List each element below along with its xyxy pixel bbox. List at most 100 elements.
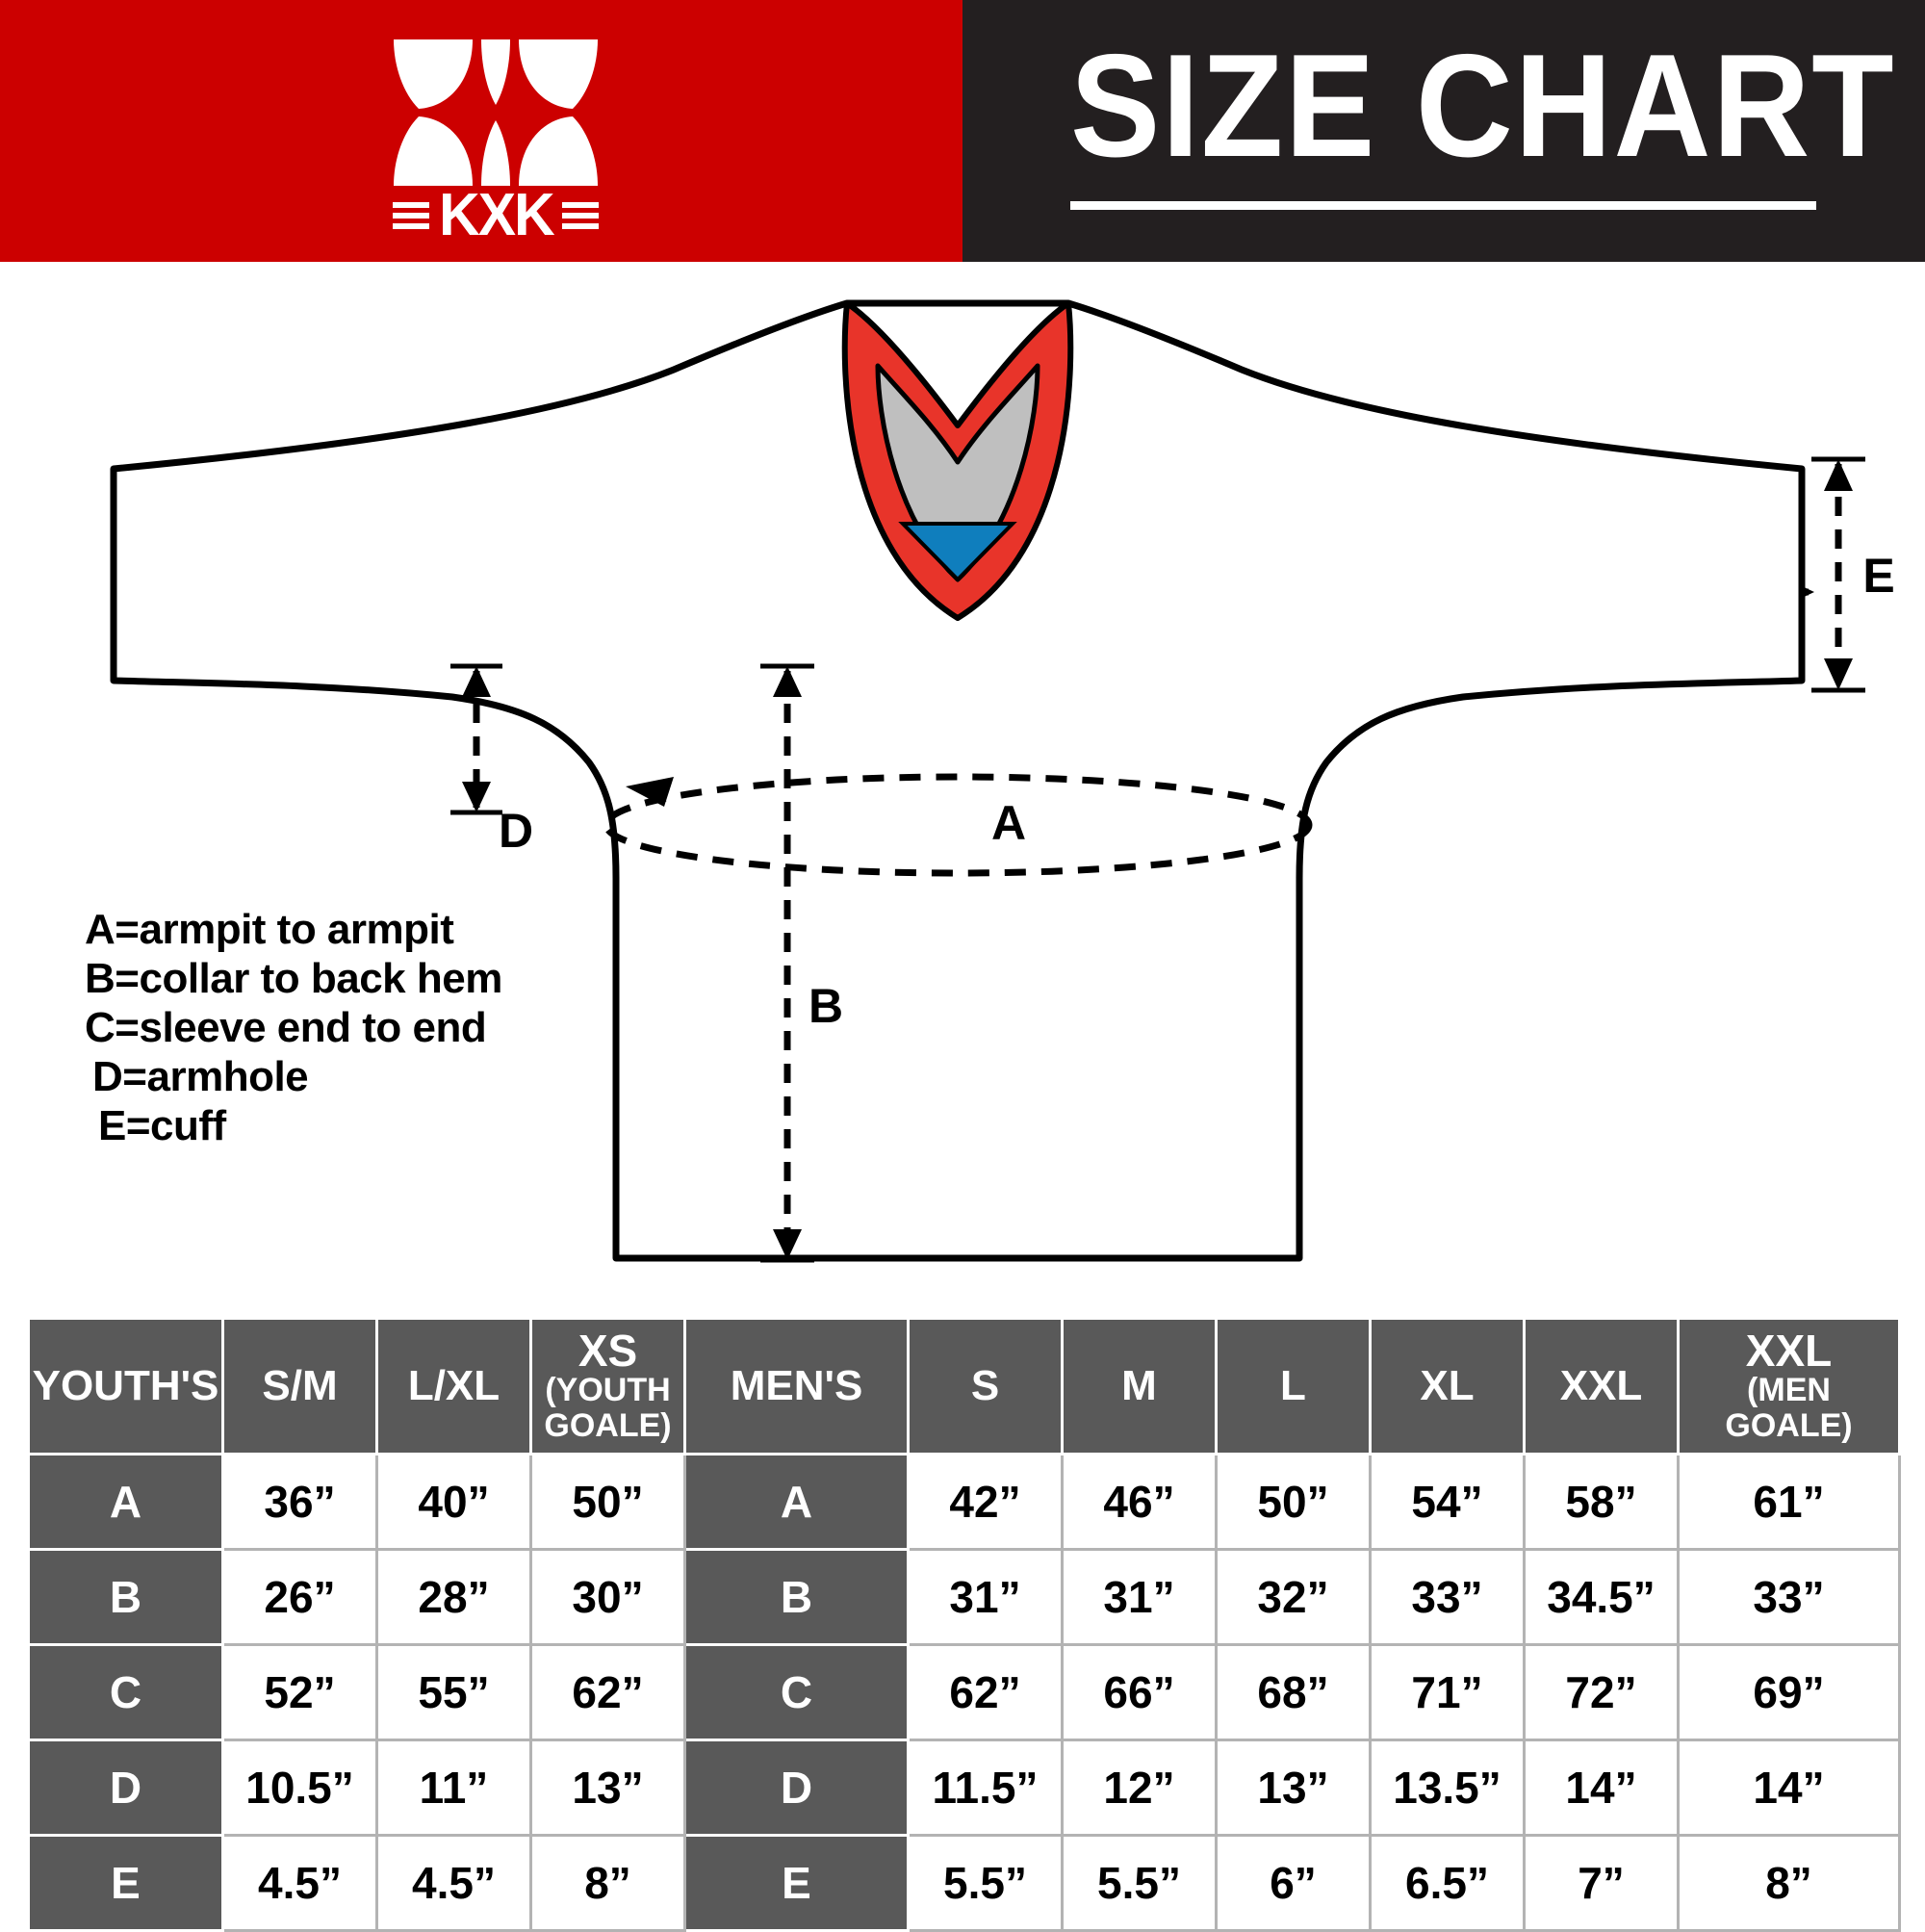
- row-label-men-d: D: [683, 1739, 910, 1837]
- cell-men-a-xxlg: 61”: [1677, 1453, 1901, 1551]
- row-label-men-c: C: [683, 1643, 910, 1741]
- cell-men-c-s: 62”: [907, 1643, 1064, 1741]
- table-row: B 26” 28” 30” B 31” 31” 32” 33” 34.5” 33…: [27, 1548, 1901, 1646]
- cell-men-e-xl: 6.5”: [1369, 1834, 1526, 1932]
- cell-men-b-m: 31”: [1061, 1548, 1218, 1646]
- dimension-b-label: B: [808, 979, 843, 1033]
- legend-line-c: C=sleeve end to end: [85, 1004, 487, 1051]
- cell-men-e-s: 5.5”: [907, 1834, 1064, 1932]
- row-label-youth-a: A: [27, 1453, 224, 1551]
- header-men-s: S: [907, 1317, 1064, 1455]
- header-men-xl: XL: [1369, 1317, 1526, 1455]
- cell-men-e-xxlg: 8”: [1677, 1834, 1901, 1932]
- header-youth-xs-main: XS: [578, 1326, 638, 1376]
- table-row: A 36” 40” 50” A 42” 46” 50” 54” 58” 61”: [27, 1453, 1901, 1551]
- cell-men-d-l: 13”: [1215, 1739, 1372, 1837]
- size-chart-table: YOUTH'S S/M L/XL XS (YOUTH GOALE) MEN'S …: [27, 1317, 1901, 1932]
- logo-bars-left-icon: [392, 202, 429, 229]
- page-header: KXK SIZE CHART: [0, 0, 1925, 262]
- cell-men-e-l: 6”: [1215, 1834, 1372, 1932]
- header-men-l: L: [1215, 1317, 1372, 1455]
- cell-men-c-xxlg: 69”: [1677, 1643, 1901, 1741]
- page-title-block: SIZE CHART: [1070, 24, 1896, 210]
- table-row: E 4.5” 4.5” 8” E 5.5” 5.5” 6” 6.5” 7” 8”: [27, 1834, 1901, 1932]
- cell-men-a-s: 42”: [907, 1453, 1064, 1551]
- row-label-men-e: E: [683, 1834, 910, 1932]
- cell-men-a-m: 46”: [1061, 1453, 1218, 1551]
- logo-bars-right-icon: [562, 202, 600, 229]
- header-youth-lxl: L/XL: [375, 1317, 532, 1455]
- cell-youth-c-xs: 62”: [529, 1643, 686, 1741]
- cell-men-e-m: 5.5”: [1061, 1834, 1218, 1932]
- cell-men-a-l: 50”: [1215, 1453, 1372, 1551]
- header-men-m: M: [1061, 1317, 1218, 1455]
- legend-line-a: A=armpit to armpit: [85, 906, 454, 953]
- cell-men-c-xxl: 72”: [1523, 1643, 1680, 1741]
- cell-men-b-s: 31”: [907, 1548, 1064, 1646]
- cell-men-e-xxl: 7”: [1523, 1834, 1680, 1932]
- brand-wordmark-row: KXK: [361, 182, 630, 248]
- table-row: C 52” 55” 62” C 62” 66” 68” 71” 72” 69”: [27, 1643, 1901, 1741]
- cell-men-b-xxl: 34.5”: [1523, 1548, 1680, 1646]
- cell-men-c-l: 68”: [1215, 1643, 1372, 1741]
- brand-wordmark: KXK: [438, 182, 555, 248]
- legend-line-e: E=cuff: [98, 1102, 226, 1149]
- row-label-youth-d: D: [27, 1739, 224, 1837]
- cell-youth-d-xs: 13”: [529, 1739, 686, 1837]
- cell-youth-b-sm: 26”: [221, 1548, 378, 1646]
- dimension-d-label: D: [499, 804, 533, 858]
- kxk-butterfly-logo-icon: [394, 39, 598, 186]
- page-title: SIZE CHART: [1070, 24, 1896, 188]
- header-youth-xs-goalie: XS (YOUTH GOALE): [529, 1317, 686, 1455]
- row-label-men-a: A: [683, 1453, 910, 1551]
- cell-men-d-xl: 13.5”: [1369, 1739, 1526, 1837]
- cell-youth-c-lxl: 55”: [375, 1643, 532, 1741]
- dimension-e: E: [1811, 456, 1895, 693]
- table-row: D 10.5” 11” 13” D 11.5” 12” 13” 13.5” 14…: [27, 1739, 1901, 1837]
- jersey-svg: C D B: [110, 299, 1895, 1263]
- cell-men-b-xxlg: 33”: [1677, 1548, 1901, 1646]
- brand-logo: KXK: [361, 20, 630, 248]
- cell-youth-e-xs: 8”: [529, 1834, 686, 1932]
- legend-line-b: B=collar to back hem: [85, 955, 502, 1002]
- row-label-youth-b: B: [27, 1548, 224, 1646]
- title-underline: [1070, 198, 1816, 210]
- header-youth-xs-sub: (YOUTH GOALE): [544, 1372, 672, 1444]
- cell-youth-e-lxl: 4.5”: [375, 1834, 532, 1932]
- cell-men-b-l: 32”: [1215, 1548, 1372, 1646]
- dimension-e-label: E: [1862, 549, 1894, 603]
- size-table-wrapper: YOUTH'S S/M L/XL XS (YOUTH GOALE) MEN'S …: [27, 1317, 1901, 1932]
- dimension-d: D: [450, 663, 533, 858]
- cell-youth-d-lxl: 11”: [375, 1739, 532, 1837]
- measurement-legend: A=armpit to armpit B=collar to back hem …: [85, 905, 502, 1150]
- jersey-collar: [841, 300, 1074, 621]
- row-label-youth-c: C: [27, 1643, 224, 1741]
- cell-youth-c-sm: 52”: [221, 1643, 378, 1741]
- cell-youth-a-lxl: 40”: [375, 1453, 532, 1551]
- header-men-xxl-sub: (MEN GOALE): [1725, 1372, 1853, 1444]
- dimension-a: A: [603, 773, 1313, 877]
- header-youth-sm: S/M: [221, 1317, 378, 1455]
- title-panel: SIZE CHART: [962, 0, 1925, 262]
- cell-youth-a-sm: 36”: [221, 1453, 378, 1551]
- cell-youth-d-sm: 10.5”: [221, 1739, 378, 1837]
- row-label-men-b: B: [683, 1548, 910, 1646]
- header-men-xxl: XXL: [1523, 1317, 1680, 1455]
- brand-panel: KXK: [0, 0, 962, 262]
- cell-men-d-s: 11.5”: [907, 1739, 1064, 1837]
- dimension-a-label: A: [991, 796, 1026, 850]
- cell-men-a-xl: 54”: [1369, 1453, 1526, 1551]
- cell-men-c-m: 66”: [1061, 1643, 1218, 1741]
- cell-men-d-xxl: 14”: [1523, 1739, 1680, 1837]
- cell-youth-e-sm: 4.5”: [221, 1834, 378, 1932]
- cell-youth-b-xs: 30”: [529, 1548, 686, 1646]
- cell-men-c-xl: 71”: [1369, 1643, 1526, 1741]
- hockey-jersey-measurement-diagram: C D B: [0, 262, 1925, 1311]
- cell-youth-b-lxl: 28”: [375, 1548, 532, 1646]
- row-label-youth-e: E: [27, 1834, 224, 1932]
- cell-men-a-xxl: 58”: [1523, 1453, 1680, 1551]
- cell-men-d-xxlg: 14”: [1677, 1739, 1901, 1837]
- jersey-outline: [110, 299, 1806, 1262]
- cell-men-b-xl: 33”: [1369, 1548, 1526, 1646]
- dimension-b: B: [760, 663, 843, 1263]
